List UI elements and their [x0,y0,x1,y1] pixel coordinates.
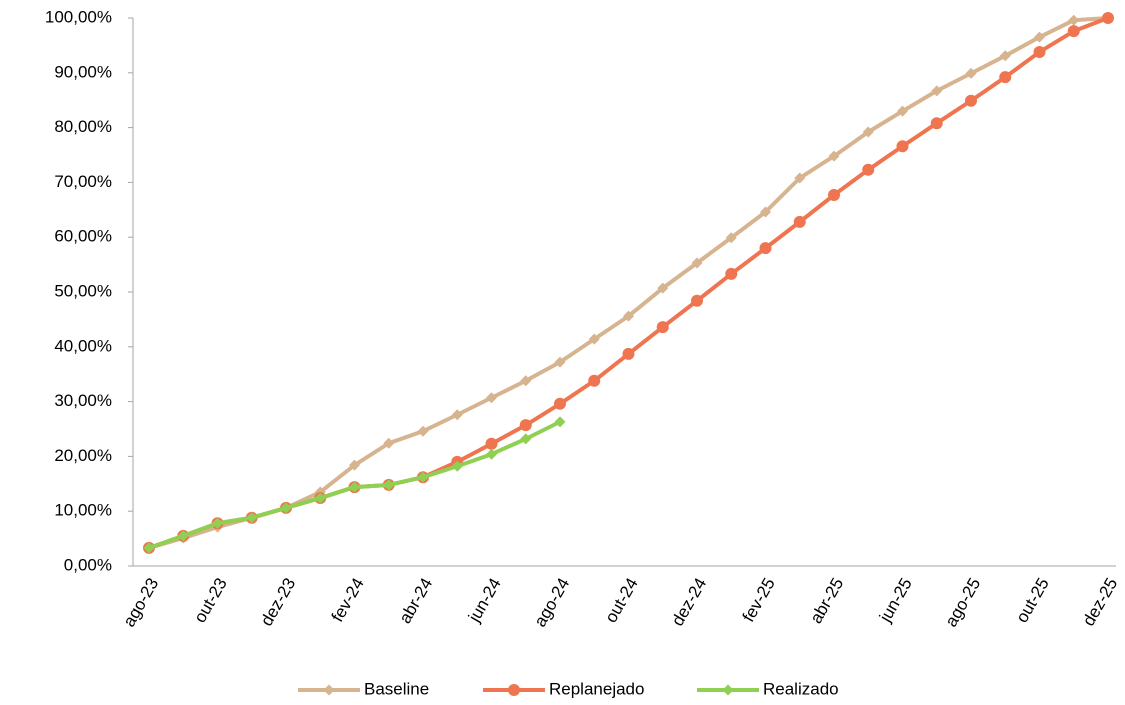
data-point [520,433,532,445]
data-point [691,294,703,307]
x-tick-label: out-25 [1012,575,1053,626]
data-point [212,517,223,529]
x-tick-label: ago-24 [530,575,573,630]
y-tick-label: 10,00% [54,501,112,520]
data-point [520,375,532,387]
y-tick-label: 60,00% [54,227,112,246]
data-point [896,140,909,153]
legend-item: Baseline [298,679,429,698]
data-point [828,189,840,202]
y-tick-label: 50,00% [54,281,112,300]
data-point [417,471,429,483]
y-tick-label: 80,00% [54,117,112,136]
x-tick-label: out-24 [601,575,642,626]
legend-label: Baseline [364,679,429,698]
data-point [999,71,1012,84]
data-point [999,50,1011,62]
data-point [519,419,532,432]
data-point [280,502,292,514]
legend-label: Realizado [763,679,839,698]
data-point [930,117,943,130]
data-point [793,215,806,228]
data-point [862,126,874,138]
x-tick-label: fev-25 [739,575,779,625]
data-point [486,448,497,460]
legend-marker [508,684,520,696]
data-point [657,282,669,294]
data-point [588,333,600,345]
data-point [759,242,772,255]
data-point [656,321,669,334]
x-tick-label: abr-24 [395,575,436,627]
data-point [828,150,840,162]
y-tick-label: 90,00% [54,62,112,81]
data-point [383,437,395,449]
legend-item: Replanejado [483,679,644,698]
data-point [349,459,360,471]
data-point [314,492,326,504]
legend-marker [323,684,335,696]
y-tick-label: 20,00% [54,446,112,465]
data-point [451,460,463,472]
data-point [1034,31,1045,43]
data-point [349,481,360,493]
x-tick-label: out-23 [190,575,231,626]
x-tick-label: ago-25 [941,575,984,630]
x-tick-label: dez-25 [1079,575,1121,630]
series-line [148,16,1109,550]
data-point [1033,45,1046,58]
legend-label: Replanejado [549,679,644,698]
legend-item: Realizado [697,679,839,698]
x-tick-label: jun-24 [464,575,505,626]
data-point [897,105,908,117]
data-point [622,347,635,360]
data-point [794,172,806,184]
data-point [246,512,258,524]
legend-marker [722,684,734,696]
data-point [691,257,703,269]
x-tick-label: dez-24 [668,575,710,630]
data-point [623,310,634,322]
data-point [143,542,155,554]
data-point [1067,25,1080,38]
y-tick-label: 30,00% [54,391,112,410]
data-point [554,416,566,428]
data-point [965,94,977,107]
data-point [486,392,497,404]
data-point [965,67,977,79]
data-point [451,409,463,421]
data-point [554,397,566,410]
x-tick-label: abr-25 [806,575,847,627]
x-tick-label: fev-24 [328,575,368,625]
y-tick-label: 100,00% [45,7,112,26]
data-point [588,374,601,387]
y-tick-label: 70,00% [54,172,112,191]
series-line [148,16,1109,550]
data-point [725,267,738,280]
data-point [1102,12,1114,24]
y-tick-label: 0,00% [64,555,112,574]
data-point [760,206,771,218]
data-point [862,163,875,176]
data-point [1068,14,1080,26]
x-tick-label: dez-23 [257,575,299,630]
x-tick-label: ago-23 [119,575,162,630]
data-point [554,356,566,368]
data-point [417,425,429,437]
y-tick-label: 40,00% [54,336,112,355]
data-point [177,530,189,542]
data-point [931,85,943,97]
data-point [485,437,498,450]
data-point [383,479,395,491]
x-tick-label: jun-25 [875,575,916,626]
data-point [725,232,737,244]
